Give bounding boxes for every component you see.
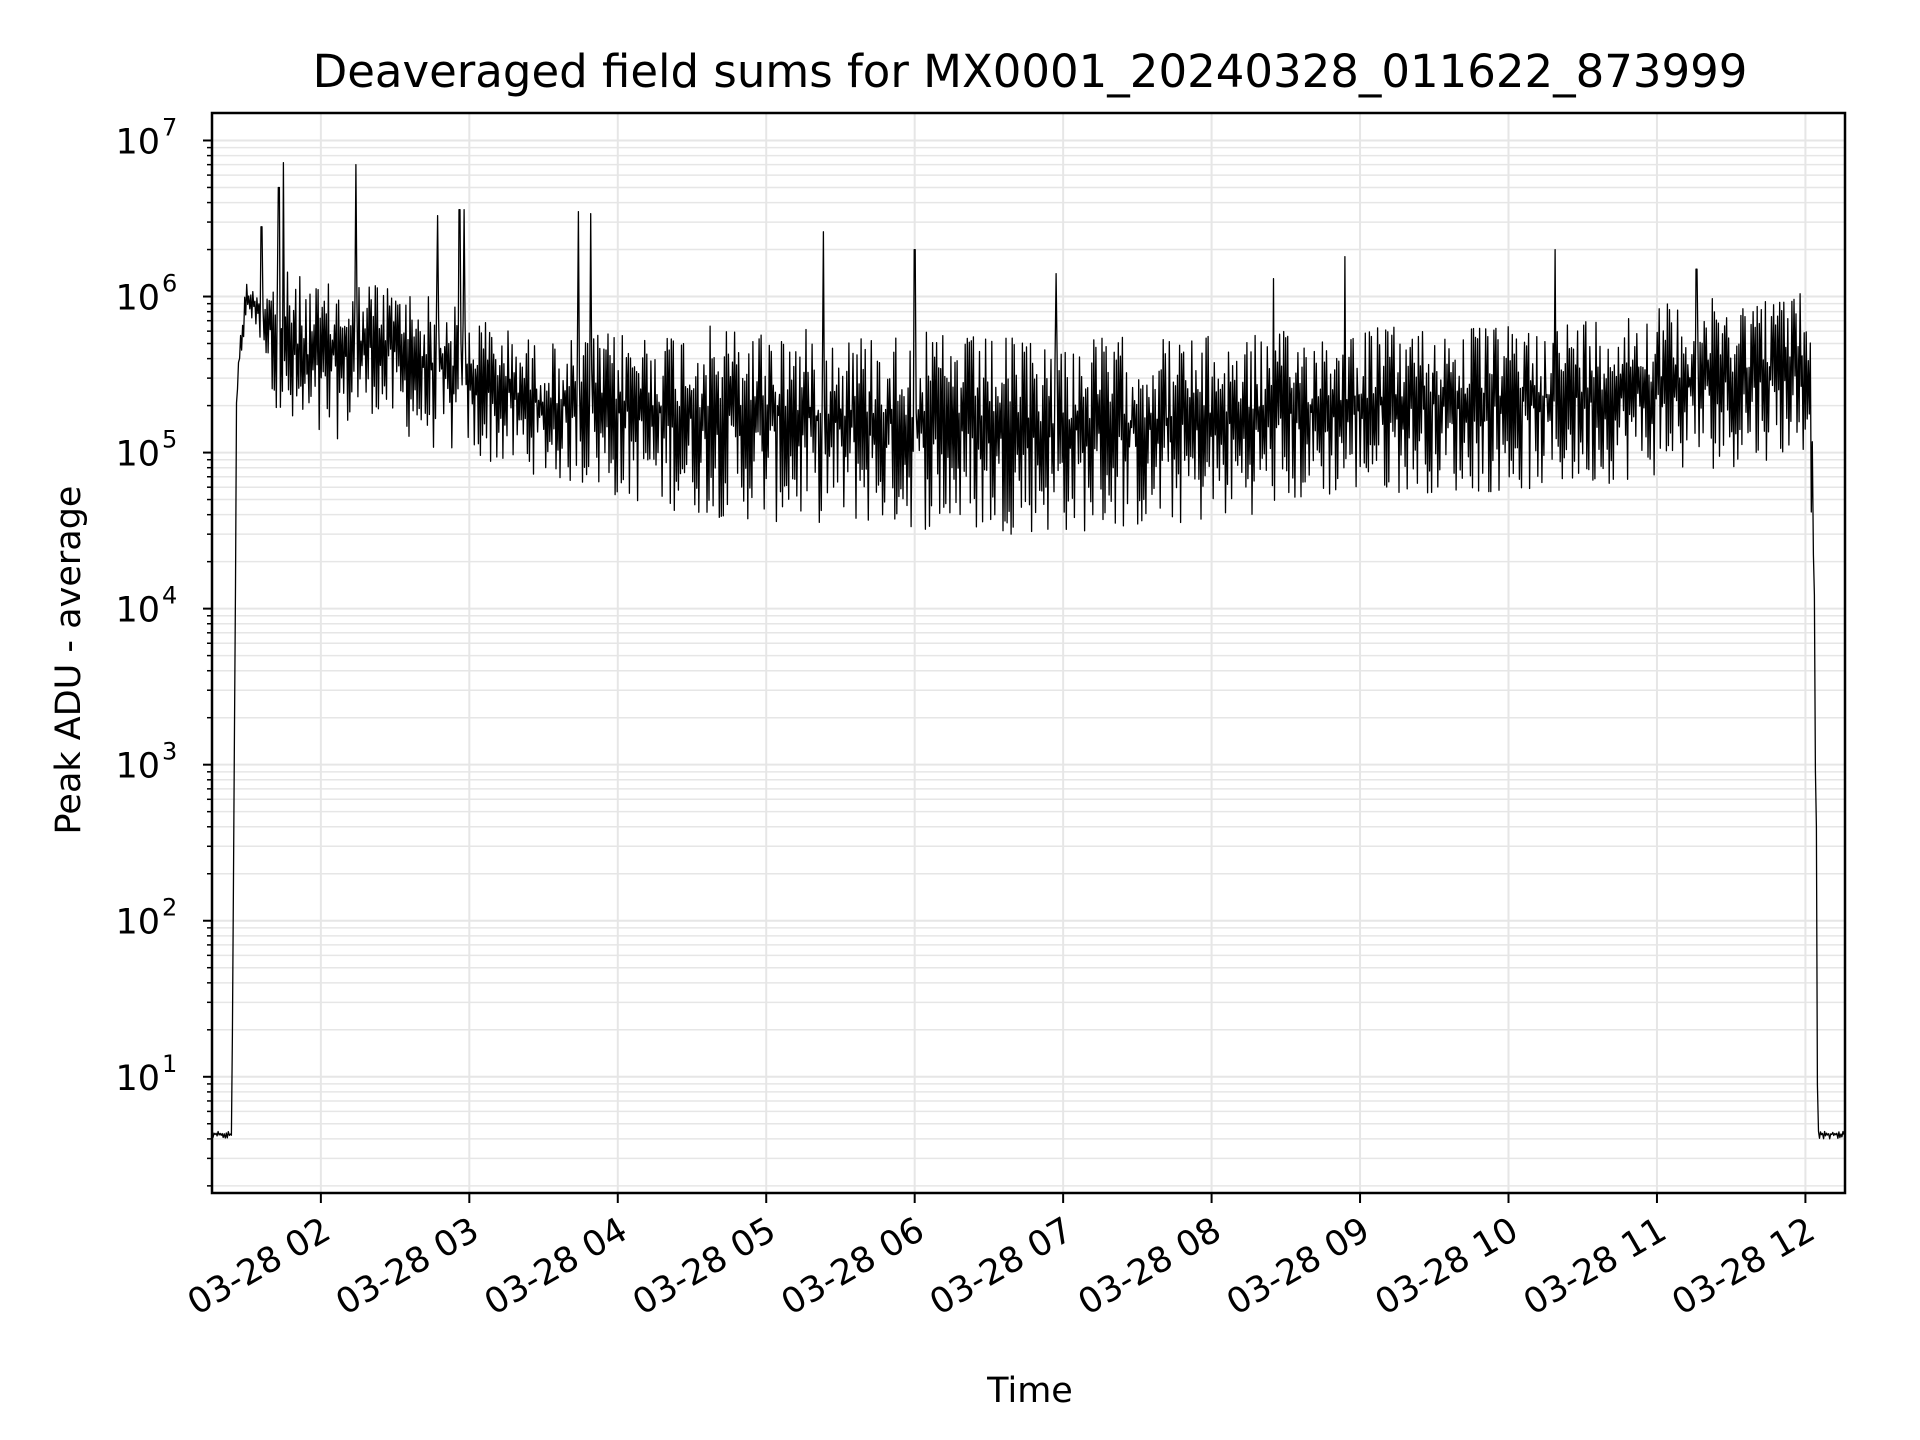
series-line [211,162,1846,1140]
x-axis-label: Time [986,1371,1073,1411]
y-tick-label: 10 [115,1059,160,1099]
y-tick-label: 10 [115,435,160,475]
y-axis-label: Peak ADU - average [49,486,89,835]
y-tick-exponent: 4 [162,582,177,610]
chart-title: Deaveraged field sums for MX0001_2024032… [313,45,1748,98]
y-tick-label: 10 [115,279,160,319]
y-tick-exponent: 1 [162,1050,177,1078]
series-layer [211,162,1846,1140]
y-tick-exponent: 2 [162,894,177,922]
y-tick-label: 10 [115,747,160,787]
plot-frame [210,111,1847,1195]
y-tick-exponent: 3 [162,738,177,766]
y-tick-label: 10 [115,122,160,162]
y-tick-exponent: 7 [162,113,177,141]
grid-layer [212,113,1845,1193]
y-tick-label: 10 [115,903,160,943]
y-tick-label: 10 [115,591,160,631]
y-tick-exponent: 6 [162,270,177,298]
y-tick-exponent: 5 [162,426,177,454]
